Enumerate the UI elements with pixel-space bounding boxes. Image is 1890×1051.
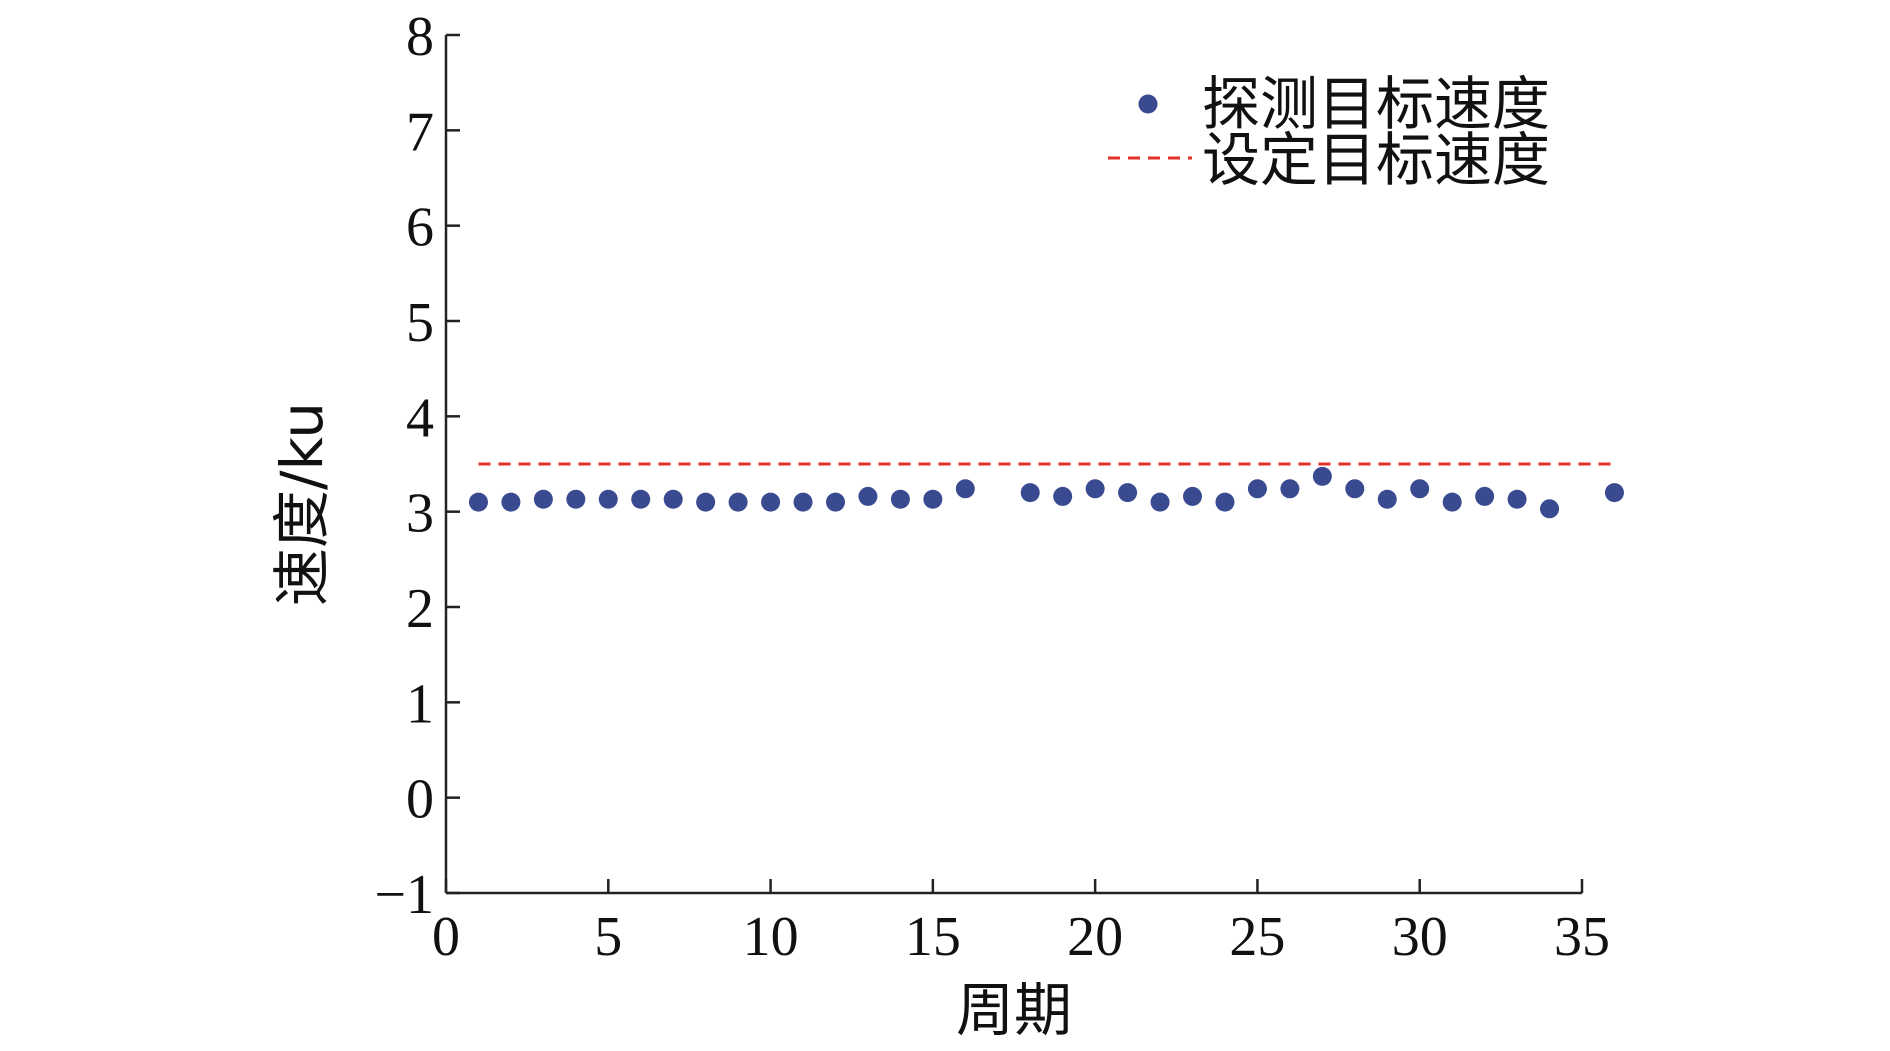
axes: [444, 35, 1582, 895]
data-point: [533, 489, 553, 509]
data-point: [1540, 499, 1560, 519]
data-point: [598, 489, 618, 509]
x-tick-label: 30: [1392, 906, 1448, 968]
y-tick-label: 1: [406, 673, 434, 735]
data-point: [955, 479, 975, 499]
y-tick-label: 5: [406, 292, 434, 354]
data-point: [1507, 489, 1527, 509]
data-point: [663, 489, 683, 509]
x-tick-label: 20: [1067, 906, 1123, 968]
x-ticks: 0 5 10 15 20 25 30 35: [432, 879, 1610, 968]
data-point: [761, 492, 781, 512]
y-ticks: −1 0 1 2 3 4 5 6 7 8: [374, 6, 460, 926]
y-tick-label: 3: [406, 483, 434, 545]
y-tick-label: 7: [406, 101, 434, 163]
data-point: [1410, 479, 1430, 499]
data-point: [1377, 489, 1397, 509]
data-point: [1442, 492, 1462, 512]
y-tick-label: 2: [406, 578, 434, 640]
series: [468, 462, 1624, 519]
y-axis-title: 速度/ku: [268, 402, 336, 606]
data-point: [1183, 486, 1203, 506]
data-point: [1604, 483, 1624, 503]
data-point: [1475, 486, 1495, 506]
data-point: [728, 492, 748, 512]
data-point: [1247, 479, 1267, 499]
legend: 探测目标速度 设定目标速度: [1108, 70, 1550, 194]
x-tick-label: 5: [594, 906, 622, 968]
x-tick-label: 35: [1554, 906, 1610, 968]
x-tick-label: 15: [905, 906, 961, 968]
data-point: [1085, 479, 1105, 499]
data-point: [1312, 466, 1332, 486]
x-axis-title: 周期: [956, 976, 1072, 1044]
data-point: [1215, 492, 1235, 512]
data-point: [1020, 483, 1040, 503]
x-tick-label: 25: [1229, 906, 1285, 968]
data-point: [631, 489, 651, 509]
data-point: [468, 492, 488, 512]
data-point: [1150, 492, 1170, 512]
y-tick-label: −1: [374, 864, 434, 926]
x-tick-label: 10: [743, 906, 799, 968]
data-point: [1345, 479, 1365, 499]
legend-marker-detected: [1138, 94, 1158, 114]
x-tick-label: 0: [432, 906, 460, 968]
data-point: [696, 492, 716, 512]
y-tick-label: 4: [406, 387, 434, 449]
legend-label-set: 设定目标速度: [1202, 126, 1550, 194]
y-tick-label: 0: [406, 769, 434, 831]
data-point: [1053, 486, 1073, 506]
data-point: [825, 492, 845, 512]
y-tick-label: 8: [406, 6, 434, 68]
data-point: [1280, 479, 1300, 499]
data-point: [793, 492, 813, 512]
data-point: [890, 489, 910, 509]
data-point: [923, 489, 943, 509]
data-point: [566, 489, 586, 509]
data-point: [1118, 483, 1138, 503]
data-point: [858, 486, 878, 506]
y-tick-label: 6: [406, 197, 434, 259]
data-point: [501, 492, 521, 512]
legend-label-detected: 探测目标速度: [1202, 70, 1550, 138]
